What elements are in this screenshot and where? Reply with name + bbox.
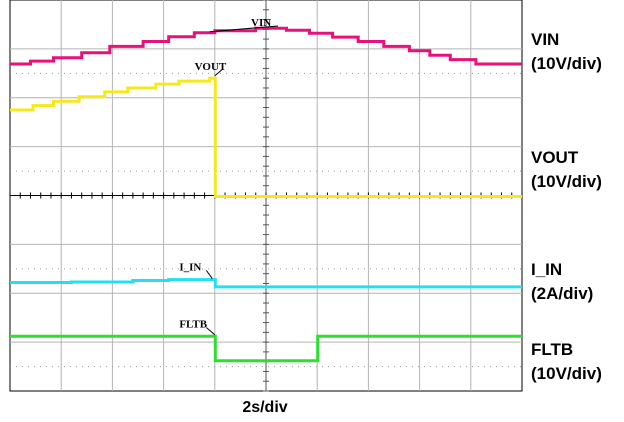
vout-channel-legend: VOUT (10V/div): [531, 146, 602, 194]
fltb-channel-legend: FLTB (10V/div): [531, 338, 602, 386]
trace-group: [10, 26, 522, 363]
fltb-channel-name: FLTB: [531, 340, 574, 359]
vout-channel-name: VOUT: [531, 148, 579, 167]
trace-tag-leader: [205, 270, 213, 279]
trace-tag-vin: VIN: [251, 17, 271, 29]
trace-tag-fltb: FLTB: [179, 319, 207, 331]
trace-tag-leader: [209, 25, 279, 33]
trace-tag-vout: VOUT: [195, 61, 227, 73]
iin-channel-scale: (2A/div): [531, 284, 594, 303]
trace-tag-leader: [205, 327, 216, 336]
trace-vin: [10, 26, 522, 66]
vin-channel-name: VIN: [531, 30, 560, 49]
vin-channel-scale: (10V/div): [531, 54, 602, 73]
trace-fltb: [10, 334, 522, 363]
iin-channel-name: I_IN: [531, 260, 563, 279]
vin-channel-legend: VIN (10V/div): [531, 28, 602, 76]
iin-channel-legend: I_IN (2A/div): [531, 258, 593, 306]
trace-i-in: [10, 278, 522, 289]
timebase-label: 2s/div: [242, 399, 288, 416]
trace-label-group: VIN VOUT I_IN FLTB: [179, 17, 279, 336]
trace-vout: [10, 76, 522, 198]
vout-channel-scale: (10V/div): [531, 172, 602, 191]
trace-tag-leader: [214, 69, 223, 77]
fltb-channel-scale: (10V/div): [531, 364, 602, 383]
trace-tag-i-in: I_IN: [179, 261, 201, 273]
